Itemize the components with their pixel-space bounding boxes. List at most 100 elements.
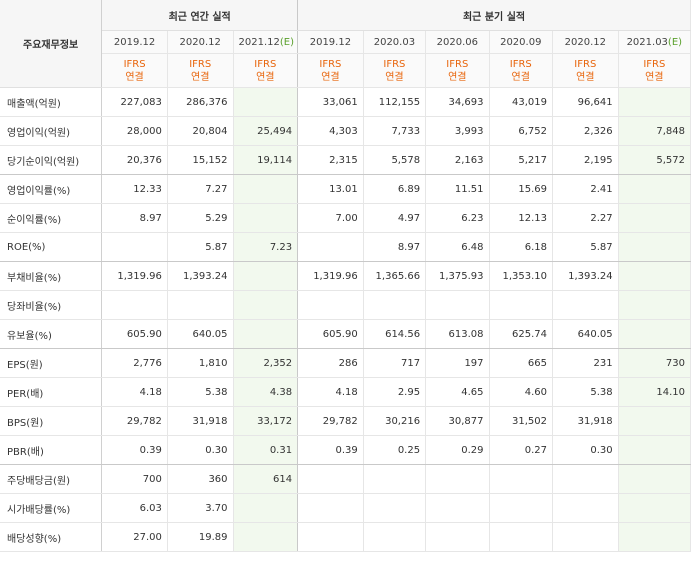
ifrs-header: IFRS 연결 [618,53,692,88]
quarterly-value-cell [618,232,692,262]
table-row: 영업이익률(%) 12.33 7.27 13.01 6.89 11.51 15.69 2.41 [0,174,692,204]
row-label: 시가배당률(%) [0,493,103,523]
table-row: BPS(원) 29,782 31,918 33,172 29,782 30,216 30,8… [0,406,692,436]
quarterly-value-cell: 6.18 [489,232,553,262]
consolidated-label: 연결 [125,71,144,83]
table-row: 순이익률(%) 8.97 5.29 7.00 4.97 6.23 12.13 2.27 [0,203,692,233]
consolidated-label: 연결 [385,71,404,83]
quarterly-value-cell [297,232,364,262]
quarterly-value-cell: 0.27 [489,435,553,465]
table-row: 시가배당률(%) 6.03 3.70 [0,493,692,523]
ifrs-label: IFRS [189,58,212,70]
ifrs-header: IFRS 연결 [489,53,553,88]
annual-value-cell: 0.39 [101,435,168,465]
annual-group-header: 최근 연간 실적 [101,0,299,31]
annual-value-cell: 19.89 [167,522,234,552]
annual-value-cell [233,290,299,320]
quarterly-value-cell: 730 [618,348,692,378]
annual-value-cell: 5.38 [167,377,234,407]
table-row: 부채비율(%) 1,319.96 1,393.24 1,319.96 1,365.66 1… [0,261,692,291]
quarterly-value-cell [363,493,427,523]
quarterly-value-cell: 2.27 [552,203,619,233]
quarterly-value-cell: 2,163 [425,145,490,175]
row-label: 당기순이익(억원) [0,145,103,175]
annual-value-cell: 4.18 [101,377,168,407]
annual-value-cell [233,522,299,552]
annual-value-cell: 8.97 [101,203,168,233]
ifrs-header: IFRS 연결 [363,53,427,88]
quarterly-value-cell [425,493,490,523]
quarterly-value-cell: 8.97 [363,232,427,262]
quarterly-value-cell [618,406,692,436]
annual-value-cell: 614 [233,464,299,494]
annual-value-cell: 15,152 [167,145,234,175]
quarterly-value-cell: 6,752 [489,116,553,146]
annual-value-cell: 640.05 [167,319,234,349]
annual-value-cell: 227,083 [101,87,168,117]
table-row: PER(배) 4.18 5.38 4.38 4.18 2.95 4.65 4.60 5.38 14… [0,377,692,407]
annual-value-cell: 7.23 [233,232,299,262]
quarterly-value-cell: 7,733 [363,116,427,146]
quarterly-value-cell [552,493,619,523]
quarterly-value-cell: 6.48 [425,232,490,262]
annual-value-cell: 31,918 [167,406,234,436]
quarterly-value-cell [297,290,364,320]
annual-value-cell: 286,376 [167,87,234,117]
quarterly-value-cell: 5,572 [618,145,692,175]
quarterly-value-cell [489,522,553,552]
quarterly-value-cell: 0.30 [552,435,619,465]
row-label: 유보율(%) [0,319,103,349]
annual-value-cell [233,261,299,291]
row-label: 매출액(억원) [0,87,103,117]
quarterly-value-cell: 96,641 [552,87,619,117]
quarterly-value-cell: 2.41 [552,174,619,204]
period-label: 2020.06 [436,36,478,48]
row-label: PBR(배) [0,435,103,465]
ifrs-label: IFRS [383,58,406,70]
quarterly-value-cell: 0.25 [363,435,427,465]
ifrs-label: IFRS [643,58,666,70]
period-header: 2019.12 [101,30,168,54]
annual-value-cell [233,319,299,349]
ifrs-header: IFRS 연결 [233,53,299,88]
annual-value-cell: 25,494 [233,116,299,146]
quarterly-value-cell: 2,195 [552,145,619,175]
table-row: PBR(배) 0.39 0.30 0.31 0.39 0.25 0.29 0.27 0.30 [0,435,692,465]
quarterly-value-cell: 286 [297,348,364,378]
quarterly-value-cell: 5,578 [363,145,427,175]
quarterly-value-cell [618,435,692,465]
ifrs-label: IFRS [319,58,342,70]
annual-value-cell: 5.87 [167,232,234,262]
annual-value-cell: 3.70 [167,493,234,523]
row-label: 당좌비율(%) [0,290,103,320]
quarterly-value-cell: 6.23 [425,203,490,233]
annual-value-cell: 5.29 [167,203,234,233]
quarterly-value-cell [489,464,553,494]
quarterly-value-cell [618,261,692,291]
ifrs-label: IFRS [446,58,469,70]
period-header: 2019.12 [297,30,364,54]
quarterly-value-cell: 717 [363,348,427,378]
quarterly-value-cell [618,464,692,494]
table-row: ROE(%) 5.87 7.23 8.97 6.48 6.18 5.87 [0,232,692,262]
annual-value-cell [233,174,299,204]
row-label: BPS(원) [0,406,103,436]
consolidated-label: 연결 [448,71,467,83]
annual-value-cell: 700 [101,464,168,494]
consolidated-label: 연결 [645,71,664,83]
period-header: 2020.03 [363,30,427,54]
annual-value-cell [233,203,299,233]
annual-value-cell: 1,810 [167,348,234,378]
row-label: PER(배) [0,377,103,407]
annual-value-cell: 7.27 [167,174,234,204]
quarterly-value-cell: 30,877 [425,406,490,436]
consolidated-label: 연결 [191,71,210,83]
quarterly-value-cell: 4.18 [297,377,364,407]
annual-value-cell: 27.00 [101,522,168,552]
annual-value-cell: 12.33 [101,174,168,204]
quarterly-value-cell: 31,918 [552,406,619,436]
quarterly-value-cell [552,522,619,552]
quarterly-value-cell: 4.97 [363,203,427,233]
quarterly-value-cell: 2,315 [297,145,364,175]
quarterly-group-header: 최근 분기 실적 [297,0,691,31]
